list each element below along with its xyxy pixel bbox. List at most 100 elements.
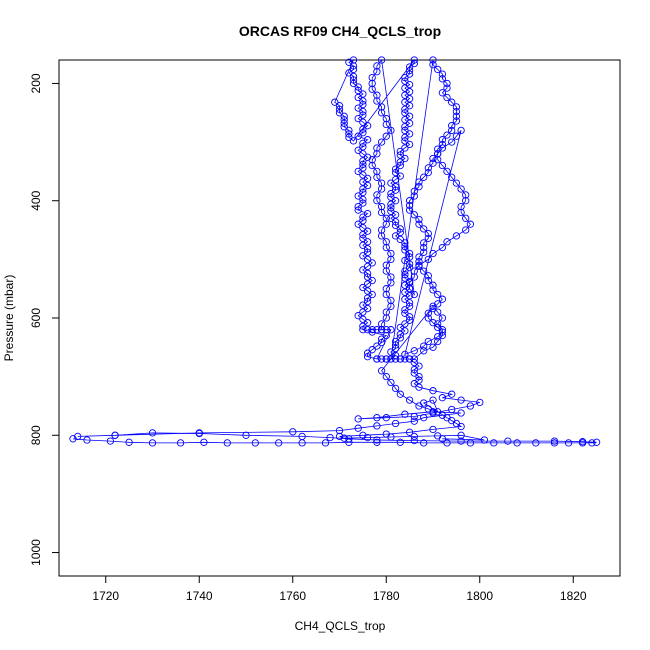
data-point [359,143,367,151]
data-point [340,116,348,124]
data-point [405,95,414,103]
data-point [401,133,409,142]
data-point [434,333,442,341]
data-point [363,262,372,271]
data-point [452,232,461,240]
data-point [405,88,414,96]
data-point [382,290,390,299]
data-point [363,227,372,235]
data-point [354,202,362,211]
data-point [443,439,451,447]
y-axis: 200 400 600 800 1000 [29,73,59,566]
data-point [387,249,395,258]
data-point [377,138,386,146]
data-point [438,331,447,340]
data-point [401,246,409,254]
data-point [363,433,372,442]
data-point [410,380,418,388]
data-point [438,411,447,419]
data-point [410,267,418,275]
data-point [391,351,400,360]
data-series [69,56,601,447]
data-point [377,208,386,217]
data-point [448,138,456,146]
data-point [387,179,395,187]
data-point [405,316,414,324]
data-point [438,435,447,443]
data-point [448,173,456,181]
data-point [373,68,381,76]
data-point [363,349,372,357]
data-point [377,179,386,187]
data-point [448,390,456,398]
data-point [415,261,423,269]
data-point [457,437,465,445]
data-point [359,185,367,193]
data-point [368,290,376,299]
data-point [382,355,390,363]
data-point [368,161,376,170]
data-point [359,97,367,105]
series-line-0 [72,58,597,444]
data-point [443,84,451,92]
data-point [359,107,367,116]
data-point [396,225,404,233]
data-point [438,161,447,170]
data-point [326,433,334,442]
data-point [401,98,409,106]
data-point [387,279,395,287]
data-point [434,150,442,158]
data-point [359,129,367,137]
data-point [405,80,414,89]
data-point [401,320,409,328]
data-point [382,214,390,222]
data-point [410,347,418,355]
data-point [368,259,376,267]
data-point [377,320,386,328]
data-point [363,287,372,295]
y-tick-label-800: 800 [29,425,43,445]
data-point [359,431,367,439]
data-point [457,208,465,217]
data-point [405,112,414,120]
data-point [424,234,432,242]
data-point [405,355,414,363]
data-point [359,315,367,323]
data-point [223,439,231,447]
data-point [363,153,372,161]
data-point [434,156,442,164]
data-point [452,132,461,140]
data-point [391,232,400,240]
data-point [401,306,409,314]
data-point [377,226,386,234]
data-point [410,436,418,445]
data-point [415,215,423,224]
data-point [443,238,451,246]
data-point [387,255,395,264]
data-point [382,331,390,340]
data-point [359,139,367,147]
data-point [420,225,428,233]
data-point [382,314,390,322]
data-point [405,302,414,310]
data-point [382,238,390,246]
data-point [340,119,348,127]
data-point [420,414,428,422]
data-point [429,159,437,167]
data-point [429,425,437,434]
data-point [363,319,372,327]
data-point [354,83,362,91]
data-point [452,103,461,111]
data-point [345,435,353,443]
data-point [420,439,428,447]
data-point [363,209,372,218]
data-point [382,132,390,140]
data-point [349,79,358,88]
data-point [434,300,442,308]
data-point [401,350,409,359]
data-point [331,98,339,106]
data-point [354,167,362,176]
data-point [438,144,447,152]
data-point [396,235,404,244]
data-point [410,273,418,281]
